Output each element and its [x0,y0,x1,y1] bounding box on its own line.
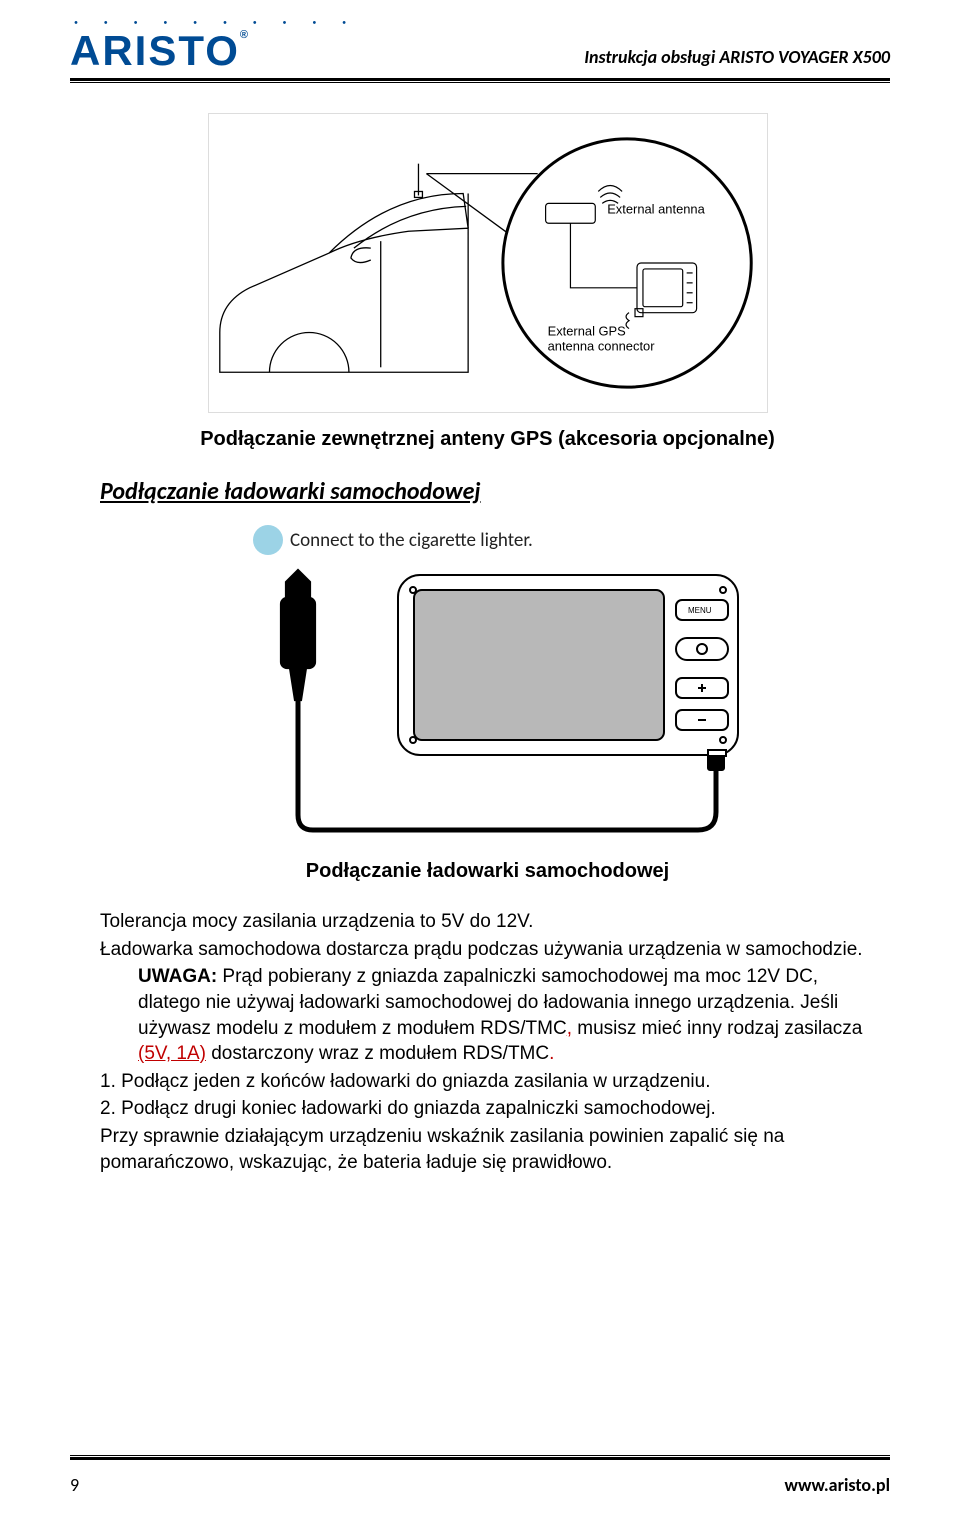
logo-word: ARISTO [70,27,240,74]
site-url: www.aristo.pl [784,1474,890,1496]
warn-b: musisz mieć inny rodzaj zasilacza [572,1018,862,1039]
logo-reg: ® [240,29,250,41]
figure-charger: Connect to the cigarette lighter. [100,520,875,840]
figure1-caption: Podłączanie zewnętrznej anteny GPS (akce… [100,428,875,451]
menu-btn-label: MENU [688,606,712,615]
para-provides: Ładowarka samochodowa dostarcza prądu po… [100,937,875,963]
antenna-diagram-svg: External antenna External GPS antenna co… [208,113,768,413]
logo-text: ARISTO® [70,30,250,72]
connector-label-1: External GPS [547,324,626,339]
connector-label-2: antenna connector [547,338,655,353]
para-tolerance: Tolerancja mocy zasilania urządzenia to … [100,909,875,935]
document-title: Instrukcja obsługi ARISTO VOYAGER X500 [584,46,890,72]
step-1: 1. Podłącz jeden z końców ładowarki do g… [100,1069,875,1095]
body-text: Tolerancja mocy zasilania urządzenia to … [100,909,875,1175]
footer-rule [0,1455,890,1460]
page-header: • • • • • • • • • • ARISTO® Instrukcja o… [0,0,960,78]
page-number: 9 [70,1474,79,1496]
page-footer: 9 www.aristo.pl [0,1474,960,1496]
figure2-caption: Podłączanie ładowarki samochodowej [100,860,875,883]
warn-dot: . [549,1043,554,1064]
ext-antenna-label: External antenna [607,201,705,216]
figure-antenna: External antenna External GPS antenna co… [100,113,875,413]
warn-link: (5V, 1A) [138,1043,206,1064]
page-content: External antenna External GPS antenna co… [0,83,960,1187]
charger-diagram-svg: Connect to the cigarette lighter. [218,520,758,840]
step-2: 2. Podłącz drugi koniec ładowarki do gni… [100,1096,875,1122]
marker-icon [253,525,283,555]
warning-block: UWAGA: Prąd pobierany z gniazda zapalnic… [138,964,875,1067]
connect-label: Connect to the cigarette lighter. [290,529,533,552]
section-heading: Podłączanie ładowarki samochodowej [100,477,875,506]
brand-logo: • • • • • • • • • • ARISTO® [70,18,358,72]
warning-label: UWAGA: [138,966,217,987]
warning-paragraph: UWAGA: Prąd pobierany z gniazda zapalnic… [138,964,875,1067]
warn-c: dostarczony wraz z modułem RDS/TMC [206,1043,549,1064]
para-indicator: Przy sprawnie działającym urządzeniu wsk… [100,1124,875,1175]
